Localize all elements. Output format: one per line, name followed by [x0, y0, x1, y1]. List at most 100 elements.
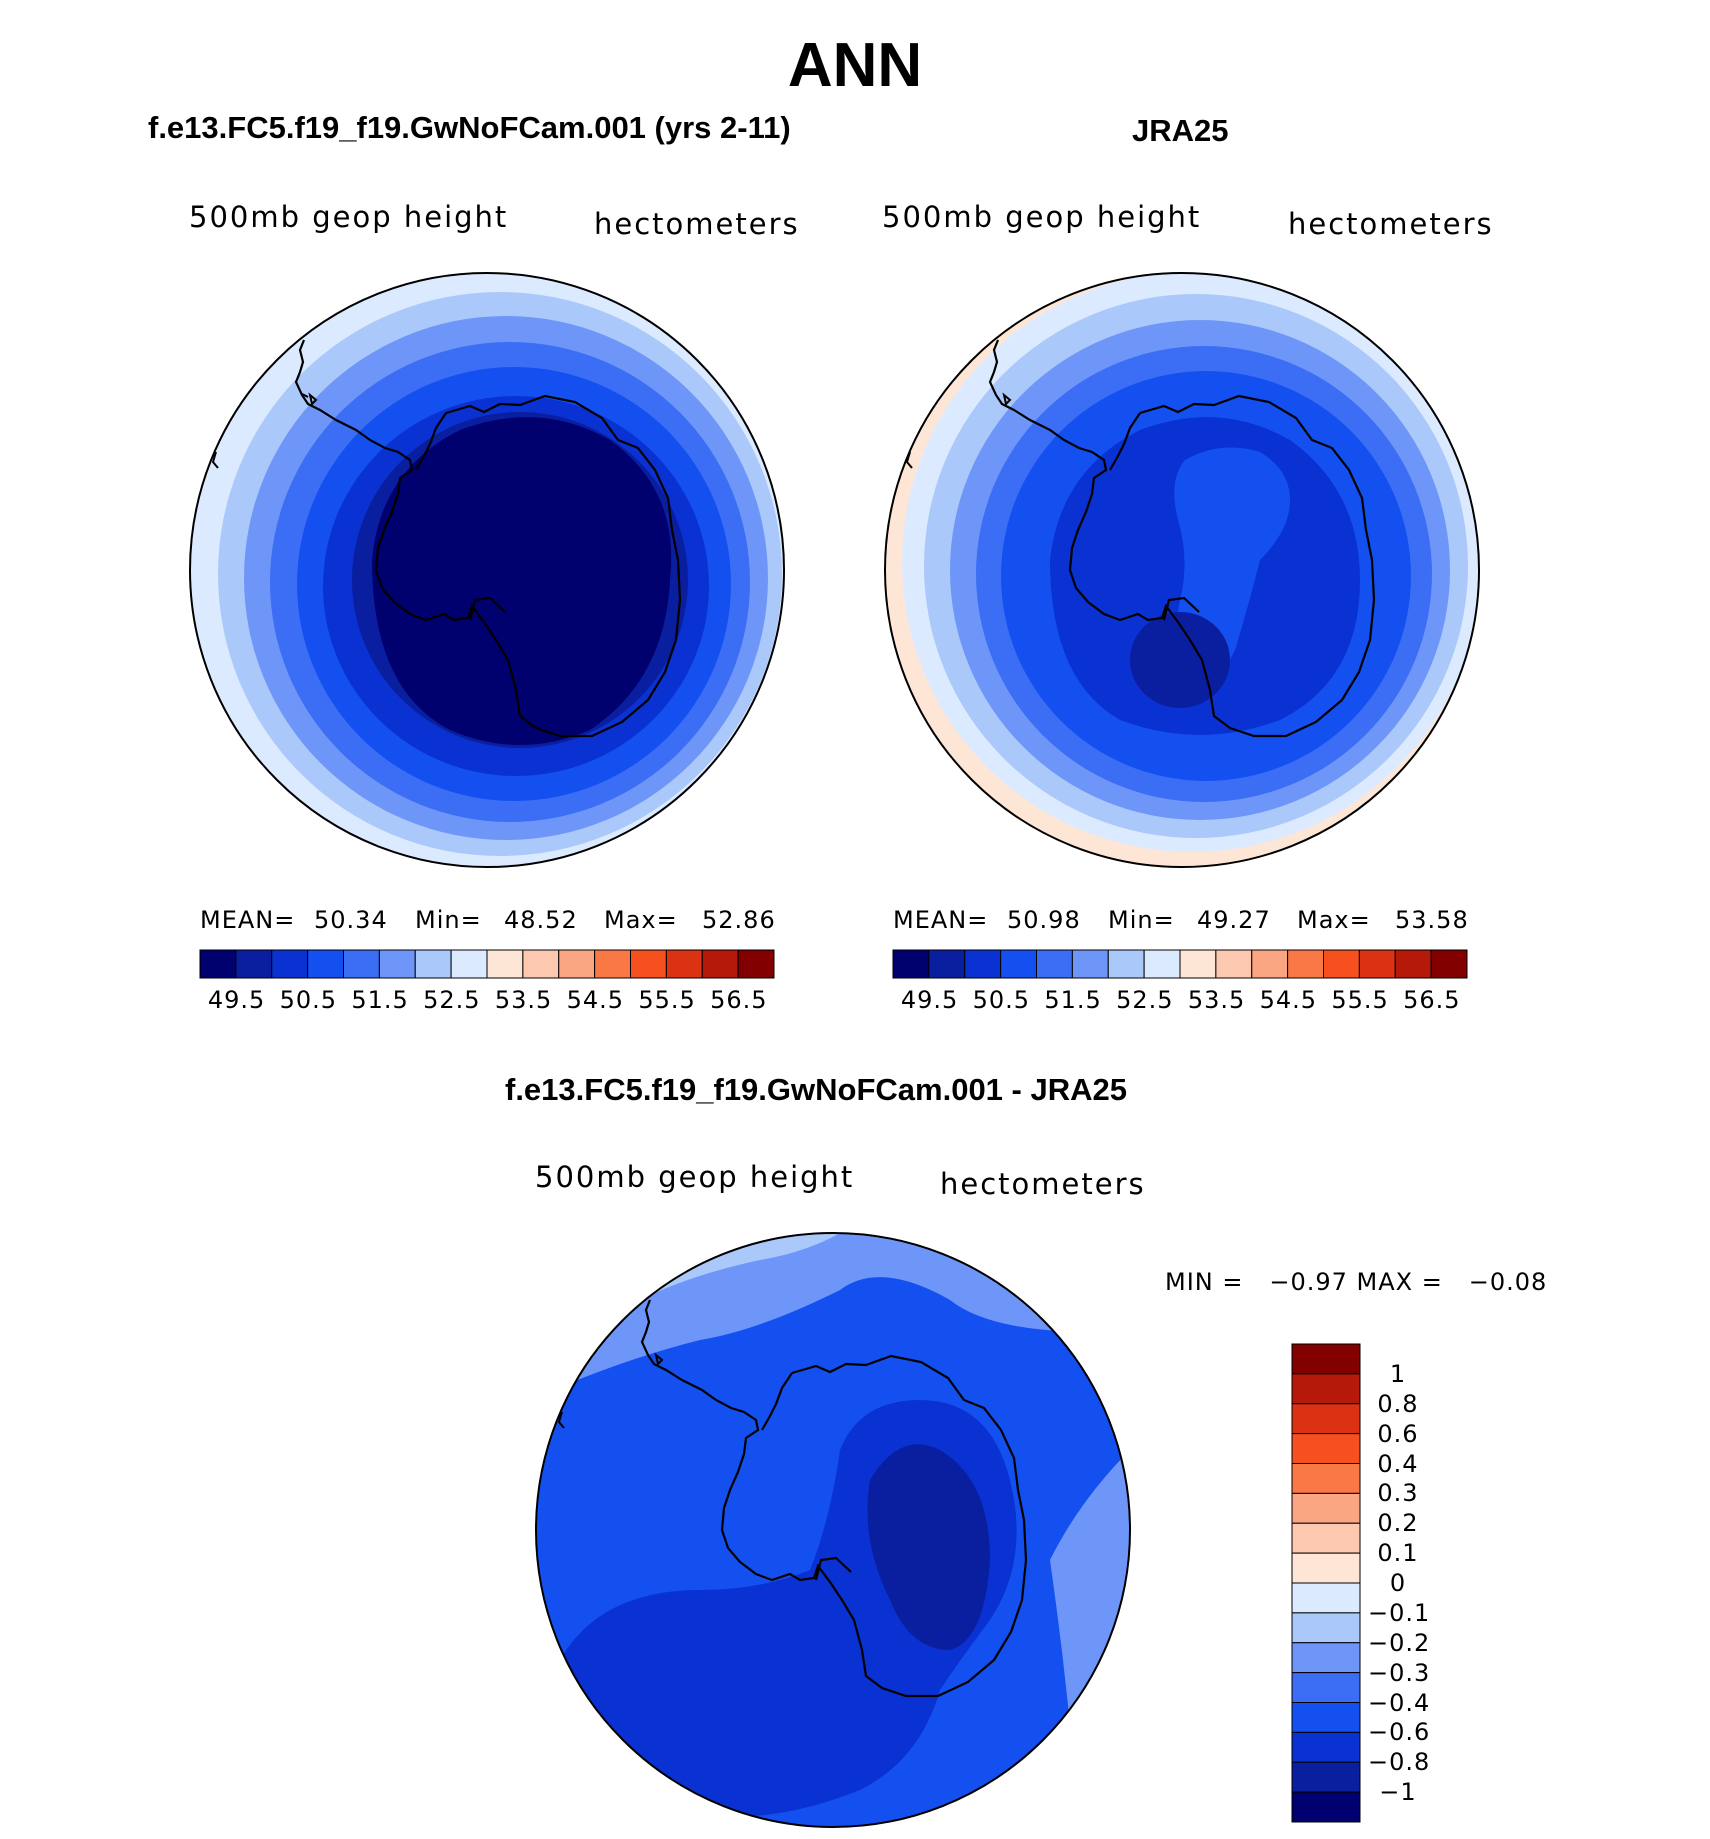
map-obs-island [905, 392, 1012, 469]
colorbar-diff-tick-label: 0.2 [1377, 1509, 1419, 1538]
colorbar-obs [892, 949, 1468, 979]
panel-obs-mean-label: MEAN= [893, 906, 989, 934]
map-diff-boundary [535, 1232, 1131, 1828]
colorbar-diff-tick-label: −0.1 [1368, 1598, 1431, 1627]
map-diff-coastline [640, 1299, 1028, 1698]
panel-test-min-label: Min= [415, 906, 482, 934]
colorbar-diff-tick-label: −0.8 [1368, 1748, 1431, 1777]
colorbar-test-tick-label: 55.5 [638, 986, 696, 1014]
colorbar-test-tick-label: 53.5 [494, 986, 553, 1014]
colorbar-diff-swatch [1291, 1672, 1361, 1703]
colorbar-diff-swatch [1291, 1612, 1361, 1644]
panel-obs-min-label: Min= [1108, 906, 1175, 934]
panel-test-min-value: 48.52 [504, 906, 578, 934]
colorbar-test-swatch [199, 949, 237, 979]
map-test-coastline [294, 339, 682, 738]
colorbar-obs-tick-label: 50.5 [972, 986, 1031, 1014]
colorbar-obs-swatch [1394, 949, 1432, 979]
panel-diff-units: hectometers [940, 1167, 1146, 1201]
panel-test-title: f.e13.FC5.f19_f19.GwNoFCam.001 (yrs 2-11… [148, 110, 791, 145]
colorbar-diff-swatch [1291, 1731, 1361, 1763]
colorbar-diff-tick-label: −1 [1379, 1778, 1417, 1807]
colorbar-test-swatch [630, 949, 667, 979]
colorbar-diff [1291, 1343, 1361, 1823]
colorbar-test-swatch [594, 949, 631, 979]
colorbar-obs-tick-label: 54.5 [1259, 986, 1318, 1014]
panel-obs-max-value: 53.58 [1395, 906, 1469, 934]
colorbar-test-swatch [522, 949, 560, 979]
colorbar-test-tick-label: 50.5 [279, 986, 338, 1014]
colorbar-diff-swatch [1291, 1582, 1361, 1614]
colorbar-diff-tick-label: −0.2 [1368, 1628, 1431, 1657]
colorbar-diff-swatch [1291, 1373, 1361, 1405]
map-test-island [211, 392, 318, 469]
colorbar-test-swatch [378, 949, 416, 979]
colorbar-diff-tick-label: 0.1 [1377, 1539, 1419, 1568]
map-diff-island [557, 1352, 664, 1429]
colorbar-obs-swatch [1323, 949, 1360, 979]
colorbar-diff-tick-label: 0.6 [1377, 1419, 1419, 1448]
panel-test-max-value: 52.86 [702, 906, 776, 934]
panel-diff-variable: 500mb geop height [535, 1160, 855, 1194]
panel-diff-minmax: MIN = −0.97 MAX = −0.08 [1165, 1268, 1548, 1296]
colorbar-obs-swatch [1071, 949, 1109, 979]
colorbar-test-swatch [701, 949, 739, 979]
colorbar-test-swatch [737, 949, 775, 979]
colorbar-diff-tick-label: 1 [1389, 1359, 1407, 1388]
colorbar-obs-swatch [1215, 949, 1253, 979]
colorbar-test-tick-label: 49.5 [207, 986, 266, 1014]
colorbar-obs-tick-label: 53.5 [1187, 986, 1246, 1014]
map-test-boundary [189, 272, 785, 868]
colorbar-obs-swatch [1251, 949, 1289, 979]
colorbar-obs-swatch [1358, 949, 1396, 979]
panel-test-mean-value: 50.34 [314, 906, 388, 934]
colorbar-test-tick-label: 52.5 [423, 986, 481, 1014]
colorbar-obs-tick-label: 52.5 [1116, 986, 1174, 1014]
colorbar-obs-tick-label: 56.5 [1403, 986, 1461, 1014]
colorbar-diff-swatch [1291, 1403, 1361, 1435]
colorbar-test-swatch [307, 949, 344, 979]
colorbar-test-swatch [486, 949, 524, 979]
colorbar-diff-tick-label: −0.6 [1368, 1718, 1431, 1747]
panel-obs-variable: 500mb geop height [882, 200, 1202, 234]
colorbar-test-swatch [343, 949, 380, 979]
colorbar-diff-swatch [1291, 1552, 1361, 1584]
panel-test-max-label: Max= [604, 906, 678, 934]
colorbar-diff-swatch [1291, 1522, 1361, 1554]
panel-test-mean-label: MEAN= [200, 906, 296, 934]
colorbar-obs-swatch [1143, 949, 1181, 979]
colorbar-diff-swatch [1291, 1702, 1361, 1733]
colorbar-test-swatch [450, 949, 488, 979]
colorbar-diff-tick-label: −0.4 [1368, 1688, 1431, 1717]
panel-obs-units: hectometers [1288, 207, 1494, 241]
colorbar-diff-swatch [1291, 1343, 1361, 1375]
colorbar-test-tick-label: 54.5 [566, 986, 625, 1014]
colorbar-diff-swatch [1291, 1433, 1361, 1464]
figure-title: ANN [787, 31, 923, 100]
map-obs-coastline [988, 339, 1376, 738]
colorbar-obs-tick-label: 55.5 [1331, 986, 1389, 1014]
map-obs-field [885, 273, 1479, 867]
map-test-field [190, 273, 784, 867]
colorbar-test-swatch [665, 949, 703, 979]
colorbar-obs-swatch [1107, 949, 1145, 979]
colorbar-diff-swatch [1291, 1761, 1361, 1793]
map-obs-boundary [884, 272, 1480, 868]
colorbar-obs-swatch [928, 949, 966, 979]
colorbar-diff-swatch [1291, 1463, 1361, 1494]
colorbar-test-swatch [235, 949, 273, 979]
colorbar-obs-swatch [1287, 949, 1324, 979]
panel-obs-min-value: 49.27 [1197, 906, 1271, 934]
colorbar-obs-swatch [1000, 949, 1037, 979]
panel-obs-title: JRA25 [1132, 113, 1229, 148]
colorbar-test-swatch [271, 949, 309, 979]
colorbar-diff-tick-label: −0.3 [1368, 1658, 1431, 1687]
panel-obs-max-label: Max= [1297, 906, 1371, 934]
colorbar-diff-swatch [1291, 1642, 1361, 1674]
colorbar-test-tick-label: 56.5 [710, 986, 768, 1014]
colorbar-test-swatch [558, 949, 596, 979]
colorbar-obs-swatch [892, 949, 930, 979]
colorbar-obs-tick-label: 51.5 [1044, 986, 1102, 1014]
panel-diff-title: f.e13.FC5.f19_f19.GwNoFCam.001 - JRA25 [505, 1072, 1127, 1107]
colorbar-test-swatch [414, 949, 452, 979]
